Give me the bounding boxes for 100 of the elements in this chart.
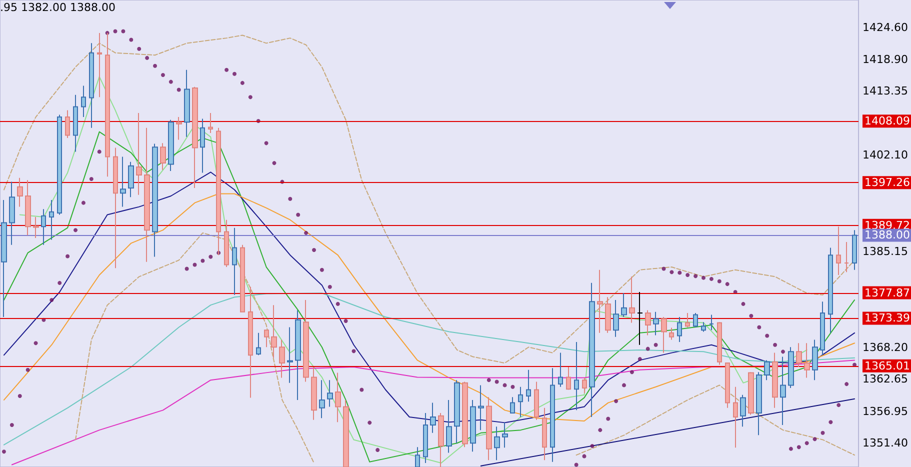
ref-line-label: 1408.09: [864, 114, 910, 128]
candlestick: [81, 85, 86, 118]
candlestick: [343, 399, 349, 467]
candlestick: [120, 156, 126, 208]
candlestick: [550, 368, 555, 462]
candlestick: [486, 396, 492, 461]
y-tick-label: 1356.95: [862, 405, 908, 418]
candlestick: [57, 114, 62, 216]
candlestick: [701, 322, 706, 332]
ref-line-label: 1389.72: [864, 218, 910, 232]
line-series: [3, 292, 856, 446]
candlestick: [17, 177, 23, 208]
candlestick: [168, 119, 174, 172]
candlestick: [852, 230, 857, 270]
candlestick: [597, 269, 603, 334]
line-series: [3, 131, 856, 462]
ref-line-label: 1388.00: [864, 228, 910, 242]
candlestick: [41, 208, 46, 246]
candlestick: [176, 116, 182, 140]
candlestick: [200, 118, 205, 174]
candlestick: [33, 216, 39, 239]
candlestick: [105, 32, 110, 178]
candlestick: [303, 299, 309, 382]
candlestick: [136, 112, 142, 196]
candlestick: [693, 312, 698, 328]
candlestick: [224, 219, 229, 268]
candlestick: [192, 86, 198, 189]
candlestick: [319, 380, 325, 419]
candlestick: [335, 372, 341, 423]
candlestick: [327, 380, 333, 408]
candlestick: [534, 381, 539, 420]
candlestick: [725, 362, 730, 408]
candlestick: [820, 301, 825, 356]
ref-line-label: 1365.01: [864, 359, 910, 372]
line-series: [75, 232, 314, 464]
candlestick: [812, 339, 818, 381]
candlestick: [709, 314, 714, 331]
candlestick: [311, 366, 317, 420]
y-tick-label: 1413.35: [862, 84, 908, 98]
candlestick: [271, 304, 277, 358]
candlestick: [240, 244, 245, 312]
candlestick: [796, 342, 802, 368]
candlestick: [25, 180, 31, 236]
candlestick: [589, 282, 595, 418]
line-series: [11, 360, 856, 466]
candlestick: [669, 327, 674, 340]
candlestick: [510, 396, 515, 414]
candlestick: [470, 399, 476, 452]
y-tick-label: 1424.60: [862, 20, 908, 34]
candlestick: [478, 384, 484, 431]
candlestick: [836, 226, 841, 276]
candlestick: [248, 286, 253, 398]
line-series: [576, 384, 856, 456]
candlestick: [232, 227, 237, 296]
candlestick: [1, 199, 7, 318]
candlestick: [677, 316, 682, 343]
y-tick-label: 1362.65: [862, 372, 908, 386]
candlestick: [295, 310, 301, 400]
candlestick: [462, 381, 468, 448]
candlestick: [152, 143, 158, 258]
candlestick: [494, 426, 500, 461]
candlestick: [653, 311, 659, 336]
candlestick: [518, 386, 523, 418]
candlestick: [748, 372, 754, 416]
candlestick: [613, 299, 619, 338]
candlestick: [73, 94, 78, 152]
candlestick: [264, 330, 269, 348]
ref-line-label: 1397.26: [864, 176, 910, 190]
candlestick: [423, 412, 428, 464]
candlestick: [97, 32, 102, 98]
candlestick: [438, 412, 444, 467]
candlestick: [65, 110, 70, 139]
candlestick: [645, 310, 651, 336]
candlestick: [128, 161, 134, 198]
candlestick: [772, 352, 778, 408]
candlestick: [574, 342, 579, 411]
y-tick-label: 1385.15: [862, 244, 908, 258]
candlestick: [788, 346, 794, 389]
candlestick: [279, 339, 285, 378]
ref-line-label: 1373.39: [864, 312, 910, 325]
candlestick: [542, 407, 547, 461]
candlestick: [113, 147, 118, 269]
candlestick: [621, 292, 627, 318]
candlestick: [287, 326, 293, 384]
candlestick: [582, 377, 587, 394]
candlestick: [208, 112, 213, 134]
candlestick: [844, 242, 849, 273]
candlestick: [804, 342, 810, 378]
candlestick: [733, 386, 738, 448]
candlestick: [629, 276, 635, 324]
y-tick-label: 1368.20: [862, 341, 908, 354]
ref-line-label: 1377.87: [864, 286, 910, 300]
candlestick: [740, 394, 746, 428]
candlestick: [764, 360, 770, 381]
candlestick: [49, 199, 54, 240]
candlestick: [184, 69, 190, 138]
candlestick: [430, 402, 436, 434]
annotation: .95 1382.00 1388.00: [0, 1, 116, 14]
candlestick: [415, 446, 420, 467]
candlestick: [661, 316, 667, 354]
